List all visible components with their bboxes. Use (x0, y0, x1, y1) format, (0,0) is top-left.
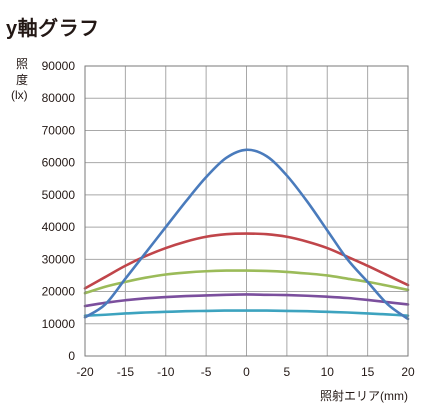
chart-title: y軸グラフ (6, 18, 100, 40)
x-axis-label: 照射エリア(mm) (320, 389, 408, 403)
y-tick-label: 20000 (42, 285, 76, 299)
y-tick-labels: 0 10000 20000 30000 40000 50000 60000 70000 8000… (42, 59, 76, 363)
y-tick-label: 10000 (42, 317, 76, 331)
series-line-4 (83, 293, 410, 308)
x-tick-label: 10 (321, 365, 335, 379)
y-tick-label: 60000 (42, 156, 76, 170)
y-tick-label: 40000 (42, 220, 76, 234)
y-tick-label: 70000 (42, 123, 76, 137)
x-tick-label: -5 (201, 365, 212, 379)
y-tick-label: 0 (68, 349, 75, 363)
plot-frame (84, 65, 409, 357)
series-line-5 (83, 309, 410, 318)
x-tick-label: 20 (401, 365, 415, 379)
x-tick-label: -15 (117, 365, 135, 379)
y-tick-label: 80000 (42, 91, 76, 105)
series-line-1 (83, 148, 410, 321)
x-tick-label: -10 (157, 365, 175, 379)
x-tick-label: 5 (284, 365, 291, 379)
x-tick-label: -20 (76, 365, 94, 379)
y-axis-label-line-2: 度 (16, 73, 29, 87)
series-lines (83, 148, 410, 321)
y-tick-label: 50000 (42, 188, 76, 202)
y-tick-label: 30000 (42, 252, 76, 266)
series-line-3 (83, 269, 410, 295)
y-tick-label: 90000 (42, 59, 76, 73)
y-axis-label-line-3: (lx) (11, 88, 28, 102)
x-tick-label: 15 (361, 365, 375, 379)
x-tick-labels: -20 -15 -10 -5 0 5 10 15 20 (76, 365, 415, 379)
x-tick-label: 0 (243, 365, 250, 379)
y-axis-label-line-1: 照 (16, 57, 29, 71)
